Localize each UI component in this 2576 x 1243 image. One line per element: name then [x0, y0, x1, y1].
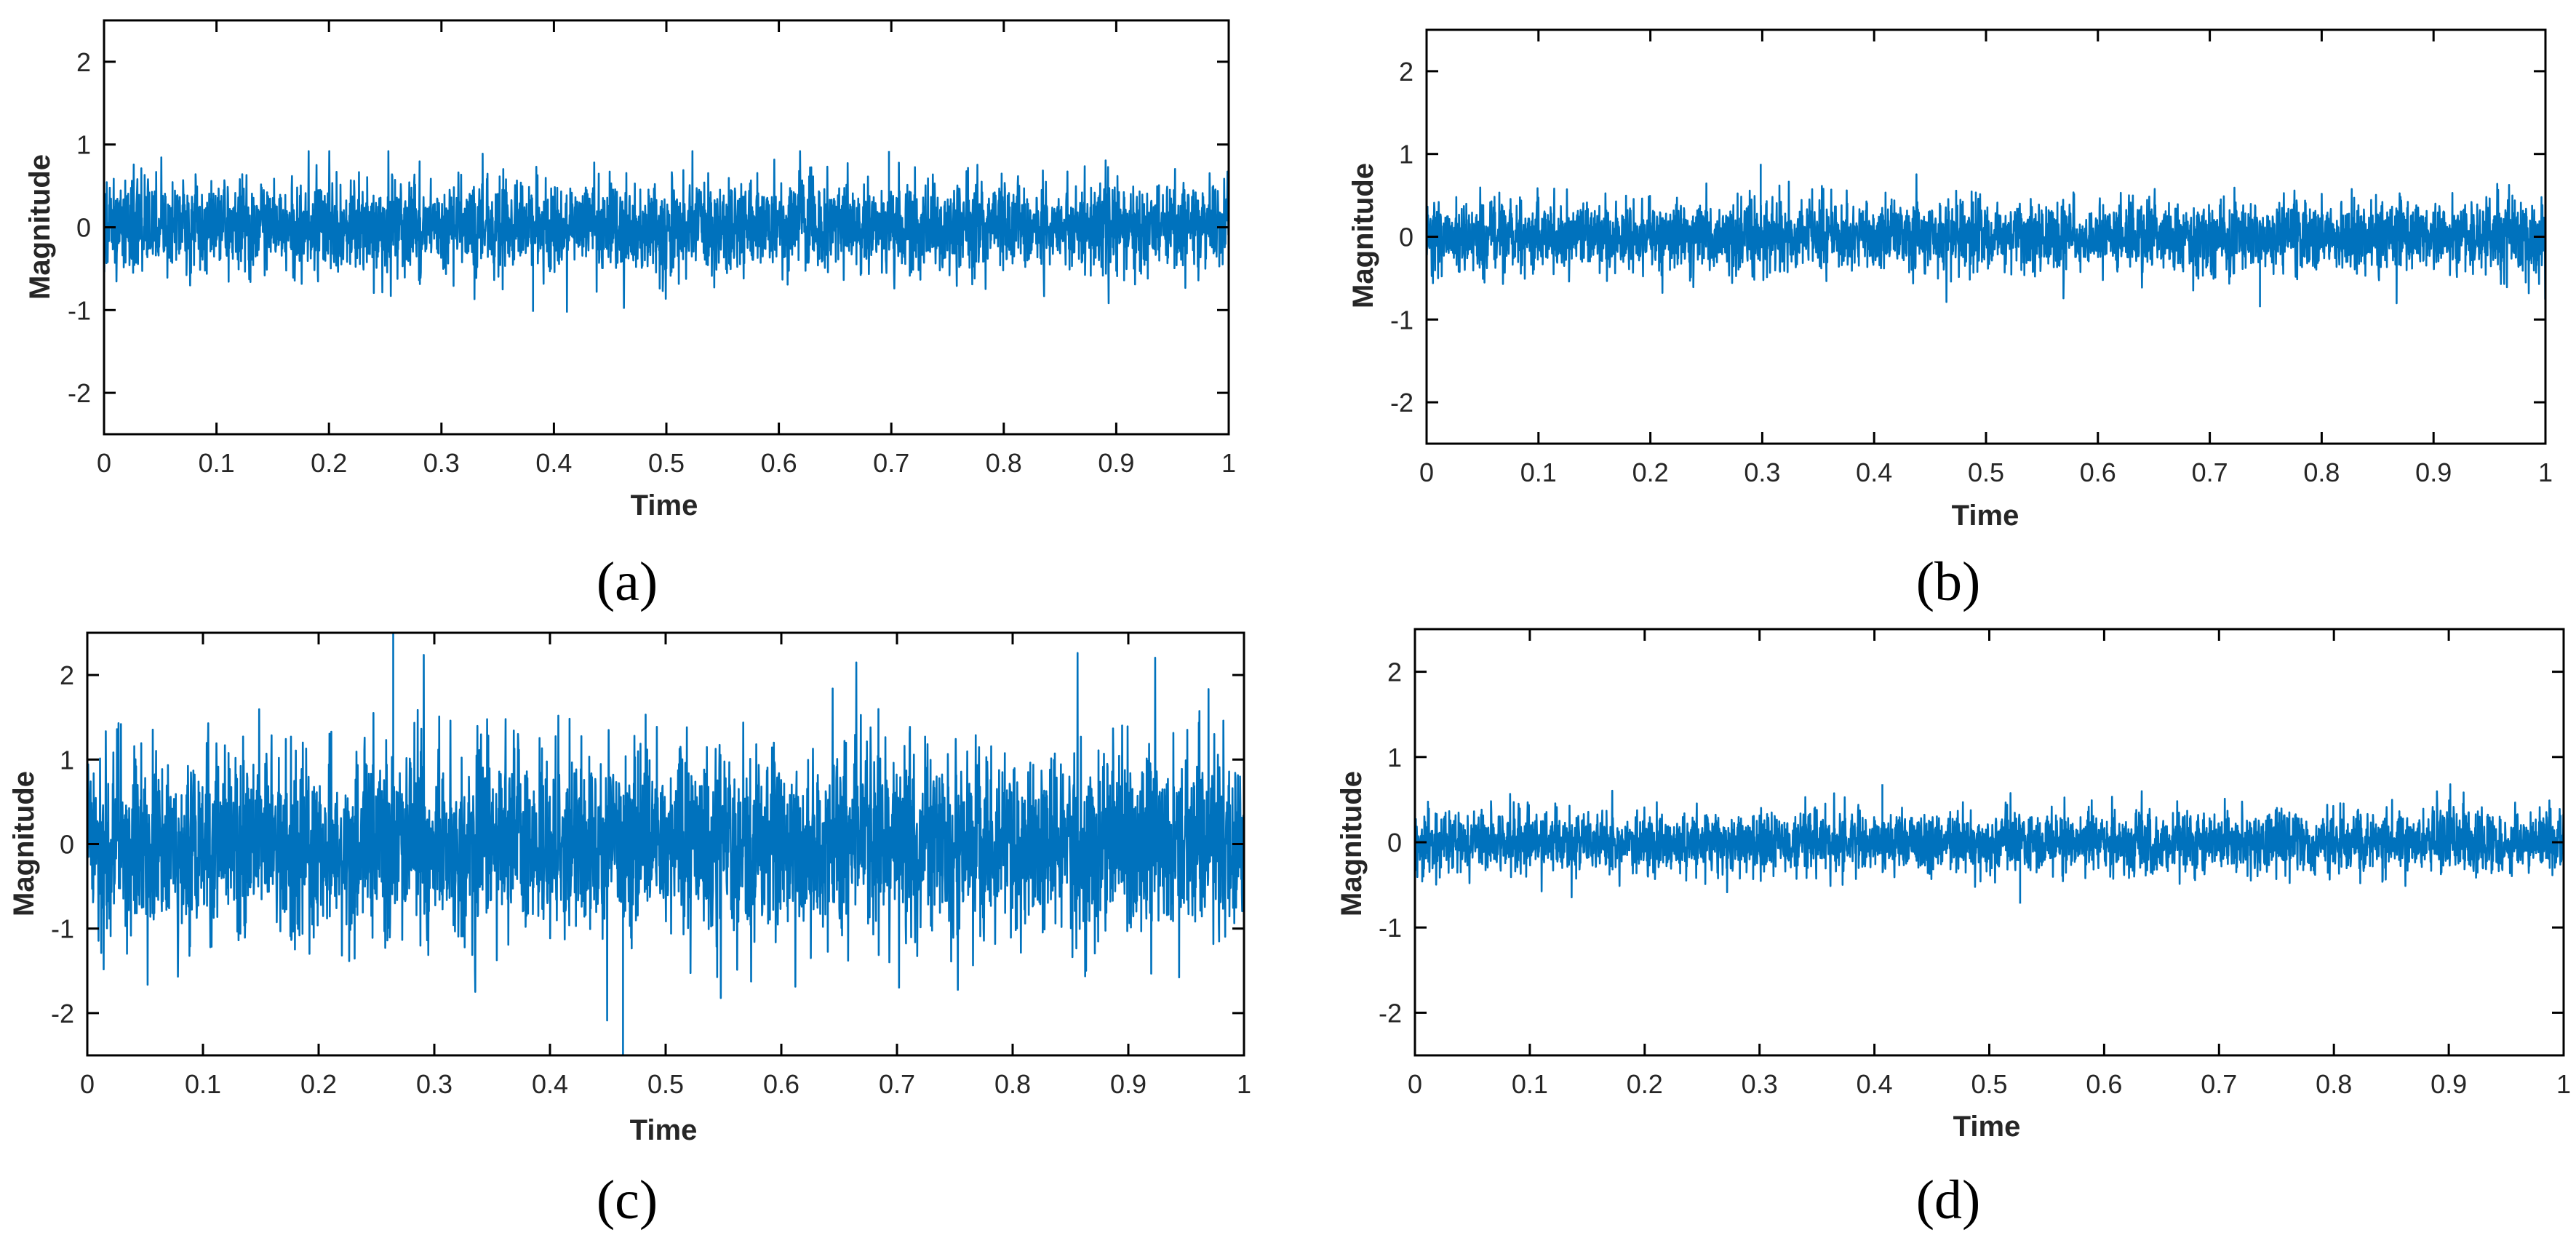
panel-d-ytick-label: 2 [1387, 658, 1402, 687]
panel-a-xtick-label: 0.5 [648, 448, 685, 478]
panel-a-ytick-label: 2 [76, 47, 91, 77]
panel-d-ytick-label: 1 [1387, 743, 1402, 772]
panel-d-ytick-label: -1 [1379, 913, 1402, 943]
panel-b-ylabel: Magnitude [1347, 163, 1379, 308]
panel-b: Magnitude Time (b) 0 0.1 0.2 0.3 0.4 0.5 0.6 0.… [1347, 28, 2553, 612]
panel-c-xtick-label: 0.4 [532, 1069, 568, 1099]
panel-c-caption: (c) [597, 1170, 658, 1231]
panel-a-xtick-label: 0.6 [761, 448, 797, 478]
panel-c-xtick-label: 0.2 [300, 1069, 337, 1099]
panel-b-ytick-label: -2 [1390, 388, 1413, 417]
panel-b-xtick-label: 0.9 [2415, 457, 2452, 487]
panel-d-xtick-label: 0.9 [2431, 1069, 2467, 1099]
panel-a-ytick-label: -1 [68, 295, 91, 325]
panel-c-xtick-label: 1 [1237, 1069, 1251, 1099]
panel-d-xtick-label: 0.7 [2201, 1069, 2237, 1099]
panel-c-ytick-label: 1 [60, 745, 74, 775]
panel-a-xtick-label: 0.8 [986, 448, 1022, 478]
panel-b-xtick-label: 0.1 [1520, 457, 1557, 487]
panel-a-xtick-label: 0 [97, 448, 111, 478]
panel-d-signal-line [1415, 783, 2564, 904]
panel-c-xlabel: Time [630, 1114, 698, 1146]
panel-b-signal-line [1427, 164, 2545, 308]
panel-c-xtick-label: 0.5 [647, 1069, 684, 1099]
panel-c-xtick-label: 0.3 [416, 1069, 452, 1099]
panel-d-ylabel: Magnitude [1336, 771, 1368, 916]
panel-a-xtick-label: 0.1 [199, 448, 235, 478]
panel-c-ytick-label: 2 [60, 660, 74, 690]
panel-d-xtick-label: 0.3 [1742, 1069, 1778, 1099]
panel-b-xtick-label: 1 [2538, 457, 2553, 487]
panel-b-xtick-label: 0.7 [2192, 457, 2228, 487]
panel-d-xlabel: Time [1953, 1111, 2021, 1143]
panel-a: Magnitude Time (a) 0 0.1 0.2 0.3 0.4 0.5 0.6 0.… [24, 19, 1236, 612]
panel-c-xtick-label: 0.8 [994, 1069, 1031, 1099]
panel-d-xtick-label: 0.4 [1857, 1069, 1893, 1099]
panel-d: Magnitude Time (d) 0 0.1 0.2 0.3 0.4 0.5 0.6 0.… [1336, 628, 2571, 1231]
panel-c-xtick-label: 0.6 [763, 1069, 799, 1099]
panel-a-xtick-label: 0.4 [535, 448, 572, 478]
panel-c-xtick-label: 0.9 [1110, 1069, 1147, 1099]
panel-a-ylabel: Magnitude [24, 154, 56, 300]
panel-d-xtick-label: 0.6 [2086, 1069, 2122, 1099]
panel-a-xtick-label: 0.7 [873, 448, 909, 478]
panel-c-ytick-label: -1 [51, 914, 74, 944]
panel-b-xtick-label: 0.2 [1632, 457, 1669, 487]
panel-d-xtick-label: 0.2 [1627, 1069, 1663, 1099]
panel-b-ytick-label: -1 [1390, 305, 1413, 335]
panel-a-ytick-label: -2 [68, 378, 91, 408]
panel-a-xtick-label: 0.3 [423, 448, 460, 478]
panel-b-xlabel: Time [1952, 500, 2019, 532]
panel-c-xtick-label: 0.7 [879, 1069, 915, 1099]
panel-c: Magnitude Time (c) 0 0.1 0.2 0.3 0.4 0.5 0.6 0.… [8, 631, 1251, 1231]
panel-d-ytick-label: -2 [1379, 998, 1402, 1028]
panel-b-xtick-label: 0.6 [2080, 457, 2116, 487]
panel-a-signal-line [104, 150, 1229, 313]
panel-d-ytick-label: 0 [1387, 828, 1402, 858]
panel-a-ytick-label: 0 [76, 213, 91, 243]
panel-d-xtick-label: 0.8 [2316, 1069, 2352, 1099]
panel-d-caption: (d) [1916, 1170, 1981, 1231]
panel-c-signal-line [87, 633, 1244, 1055]
panel-b-xtick-label: 0 [1419, 457, 1434, 487]
panel-c-xtick-label: 0.1 [185, 1069, 221, 1099]
panel-a-caption: (a) [597, 551, 658, 612]
panel-b-ytick-label: 0 [1399, 223, 1413, 252]
panel-a-xtick-label: 0.2 [311, 448, 347, 478]
panel-a-xtick-label: 0.9 [1098, 448, 1134, 478]
panel-d-xtick-label: 0.1 [1512, 1069, 1548, 1099]
panel-c-ytick-label: 0 [60, 830, 74, 860]
panel-b-xtick-label: 0.5 [1968, 457, 2004, 487]
panel-c-xtick-label: 0 [80, 1069, 95, 1099]
panel-a-ytick-label: 1 [76, 130, 91, 160]
panel-b-xtick-label: 0.3 [1744, 457, 1780, 487]
panel-b-ytick-label: 2 [1399, 57, 1413, 87]
panel-d-xtick-label: 0 [1408, 1069, 1422, 1099]
panel-b-xtick-label: 0.4 [1856, 457, 1892, 487]
panel-c-ytick-label: -2 [51, 999, 74, 1028]
panel-b-ytick-label: 1 [1399, 140, 1413, 169]
panel-c-ylabel: Magnitude [8, 771, 40, 916]
panel-a-xtick-label: 1 [1221, 448, 1236, 478]
panel-a-xlabel: Time [631, 489, 698, 521]
panel-b-xtick-label: 0.8 [2303, 457, 2340, 487]
panel-d-xtick-label: 0.5 [1971, 1069, 2007, 1099]
panel-b-caption: (b) [1916, 551, 1981, 612]
panel-d-xtick-label: 1 [2556, 1069, 2571, 1099]
